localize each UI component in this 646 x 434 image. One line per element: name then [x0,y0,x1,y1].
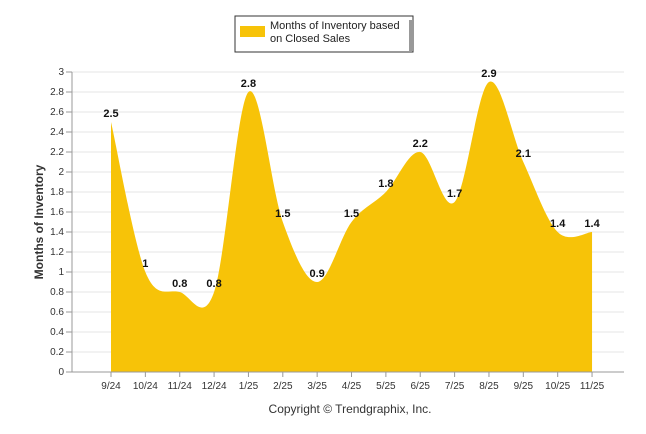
y-tick-label: 1.8 [50,187,64,198]
x-axis-ticks: 9/24 10/24 11/24 12/24 1/25 2/25 3/25 4/25 5/25 6… [72,371,624,392]
x-tick-label: 9/24 [101,381,121,392]
legend-swatch [240,26,265,37]
y-tick-label: 2 [58,167,64,178]
data-label: 1.5 [344,208,359,220]
series-area [110,81,593,372]
y-tick-label: 1.6 [50,207,64,218]
x-tick-label: 3/25 [307,381,327,392]
x-tick-label: 12/24 [202,381,227,392]
data-labels: 2.5 1 0.8 0.8 2.8 1.5 0.9 1.5 1.8 2.2 1.7 2.9 2.1 1.4… [103,68,600,290]
x-tick-label: 11/24 [168,381,193,392]
y-tick-label: 2.2 [50,147,64,158]
x-tick-label: 9/25 [514,381,534,392]
data-label: 0.8 [172,278,187,290]
data-label: 1 [142,258,148,270]
y-tick-label: 0.4 [50,327,64,338]
legend-shadow [409,20,412,52]
y-tick-label: 1.2 [50,247,64,258]
y-tick-label: 2.6 [50,107,64,118]
data-label: 2.1 [516,148,531,160]
y-axis-ticks: 0 0.2 0.4 0.6 0.8 1 1.2 1.4 1.6 1.8 2 2.2 2.4 2.6 2.8 3 [50,67,73,378]
x-tick-label: 2/25 [273,381,293,392]
data-label: 1.8 [378,178,393,190]
y-tick-label: 0.6 [50,307,64,318]
y-tick-label: 0.2 [50,347,64,358]
y-axis-title: Months of Inventory [32,164,46,279]
y-tick-label: 0.8 [50,287,64,298]
x-tick-label: 11/25 [580,381,605,392]
data-label: 0.8 [206,278,221,290]
data-label: 1.4 [584,218,600,230]
legend-label-line1: Months of Inventory based [270,20,400,32]
legend[interactable]: Months of Inventory based on Closed Sale… [234,15,414,53]
x-tick-label: 10/25 [545,381,570,392]
area-fill [111,81,593,372]
data-label: 1.5 [275,208,290,220]
copyright-text: Copyright © Trendgraphix, Inc. [269,402,432,416]
y-tick-label: 1 [58,267,64,278]
x-tick-label: 7/25 [445,381,465,392]
x-tick-label: 6/25 [411,381,431,392]
y-tick-label: 3 [58,67,64,78]
y-tick-label: 0 [58,367,64,378]
data-label: 1.7 [447,188,462,200]
x-tick-label: 10/24 [133,381,158,392]
data-label: 2.8 [241,78,256,90]
data-label: 1.4 [550,218,566,230]
y-tick-label: 2.8 [50,87,64,98]
data-label: 2.2 [413,138,428,150]
data-label: 0.9 [310,268,325,280]
x-tick-label: 4/25 [342,381,362,392]
legend-label-line2: on Closed Sales [270,33,351,45]
x-tick-label: 8/25 [479,381,499,392]
data-label: 2.9 [481,68,496,80]
x-tick-label: 5/25 [376,381,396,392]
data-label: 2.5 [103,108,118,120]
y-tick-label: 1.4 [50,227,64,238]
y-tick-label: 2.4 [50,127,64,138]
x-tick-label: 1/25 [239,381,259,392]
